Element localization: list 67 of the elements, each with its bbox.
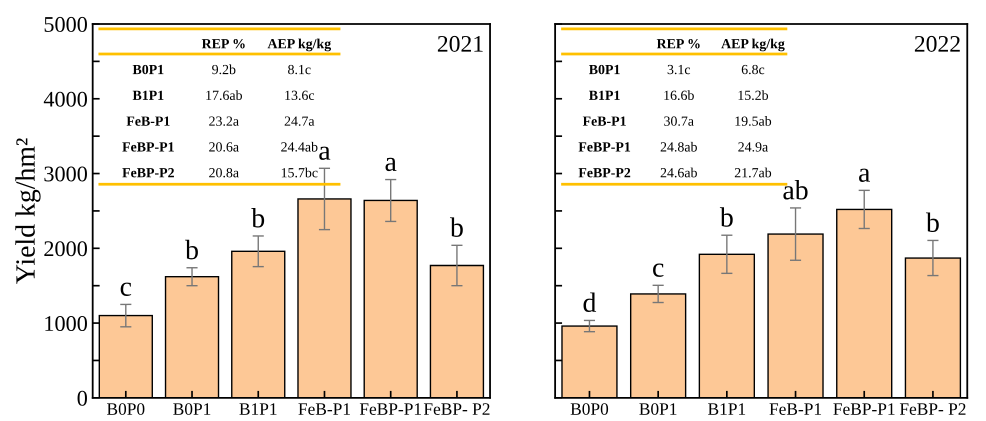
data-label: b [926, 212, 939, 232]
annotation: 13.6c [285, 90, 314, 100]
annotation: 8.1c [288, 64, 311, 74]
data-label: ab [783, 180, 808, 200]
annotation: 19.5ab [735, 116, 772, 126]
annotation: FeBP-P2 [122, 168, 174, 178]
annotation: FeBP-P2 [578, 168, 630, 178]
y-tick-label: 4000 [44, 92, 87, 107]
x-tick-label: FeBP- P2 [900, 403, 966, 415]
annotation: B0P1 [588, 64, 620, 74]
data-label: a [859, 168, 870, 182]
y-axis-title: Yield kg/hm² [15, 138, 41, 284]
annotation: 24.6ab [660, 168, 697, 178]
annotation: FeB-P1 [126, 116, 170, 126]
y-tick-label: 2000 [44, 241, 87, 256]
chart-title: 2021 [438, 36, 483, 52]
x-tick-label: B0P1 [173, 403, 210, 415]
x-tick-label: B0P1 [639, 403, 676, 415]
data-label: a [386, 158, 396, 172]
annotation: 15.7bc [282, 168, 318, 178]
x-tick-label: FeBP-P1 [360, 403, 422, 415]
annotation: AEP kg/kg [721, 38, 785, 52]
data-label: b [251, 208, 264, 228]
annotation: 23.2a [209, 116, 239, 126]
data-label: b [450, 217, 463, 237]
annotation: 16.6b [664, 90, 694, 100]
annotation: FeBP-P1 [578, 142, 630, 152]
annotation: 17.6ab [206, 90, 242, 100]
annotation: 21.7ab [734, 168, 772, 178]
annotation: B1P1 [588, 90, 620, 100]
x-tick-label: B1P1 [708, 403, 746, 415]
annotation: 24.4ab [281, 142, 318, 152]
annotation: REP % [202, 39, 245, 48]
y-tick-label: 3000 [44, 166, 87, 182]
chart-title: 2022 [914, 36, 960, 52]
annotation: 24.7a [284, 116, 314, 126]
annotation: AEP kg/kg [268, 38, 332, 52]
y-tick-label: 0 [78, 390, 87, 406]
y-tick-label: 5000 [44, 16, 87, 32]
x-tick-label: B1P1 [239, 403, 277, 415]
annotation: 9.2b [212, 64, 236, 74]
annotation: REP % [656, 39, 700, 48]
annotation: 3.1c [668, 64, 690, 74]
x-tick-label: FeBP-P1 [833, 403, 895, 415]
x-tick-label: B0P0 [107, 403, 144, 415]
data-label: d [584, 292, 596, 312]
x-tick-label: FeBP- P2 [424, 403, 490, 415]
y-tick-label: 1000 [45, 316, 87, 332]
data-label: a [319, 146, 330, 160]
data-label: b [720, 207, 733, 227]
annotation: FeBP-P1 [122, 142, 174, 152]
x-tick-label: FeB-P1 [770, 403, 822, 415]
annotation: 15.2b [738, 90, 768, 100]
annotation: B0P1 [132, 64, 164, 74]
annotation: 30.7a [664, 116, 694, 126]
data-label: c [120, 282, 132, 296]
annotation: B1P1 [132, 90, 164, 100]
annotation: 20.6a [209, 142, 239, 152]
annotation: 24.8ab [660, 142, 697, 152]
annotation: 20.8a [209, 168, 239, 178]
x-tick-label: B0P0 [570, 403, 608, 415]
data-label: b [185, 240, 198, 260]
annotation: 6.8c [742, 64, 764, 74]
x-tick-label: FeB-P1 [298, 403, 350, 415]
annotation: FeB-P1 [582, 116, 626, 126]
annotation: 24.9a [738, 142, 768, 152]
data-label: c [653, 264, 664, 277]
